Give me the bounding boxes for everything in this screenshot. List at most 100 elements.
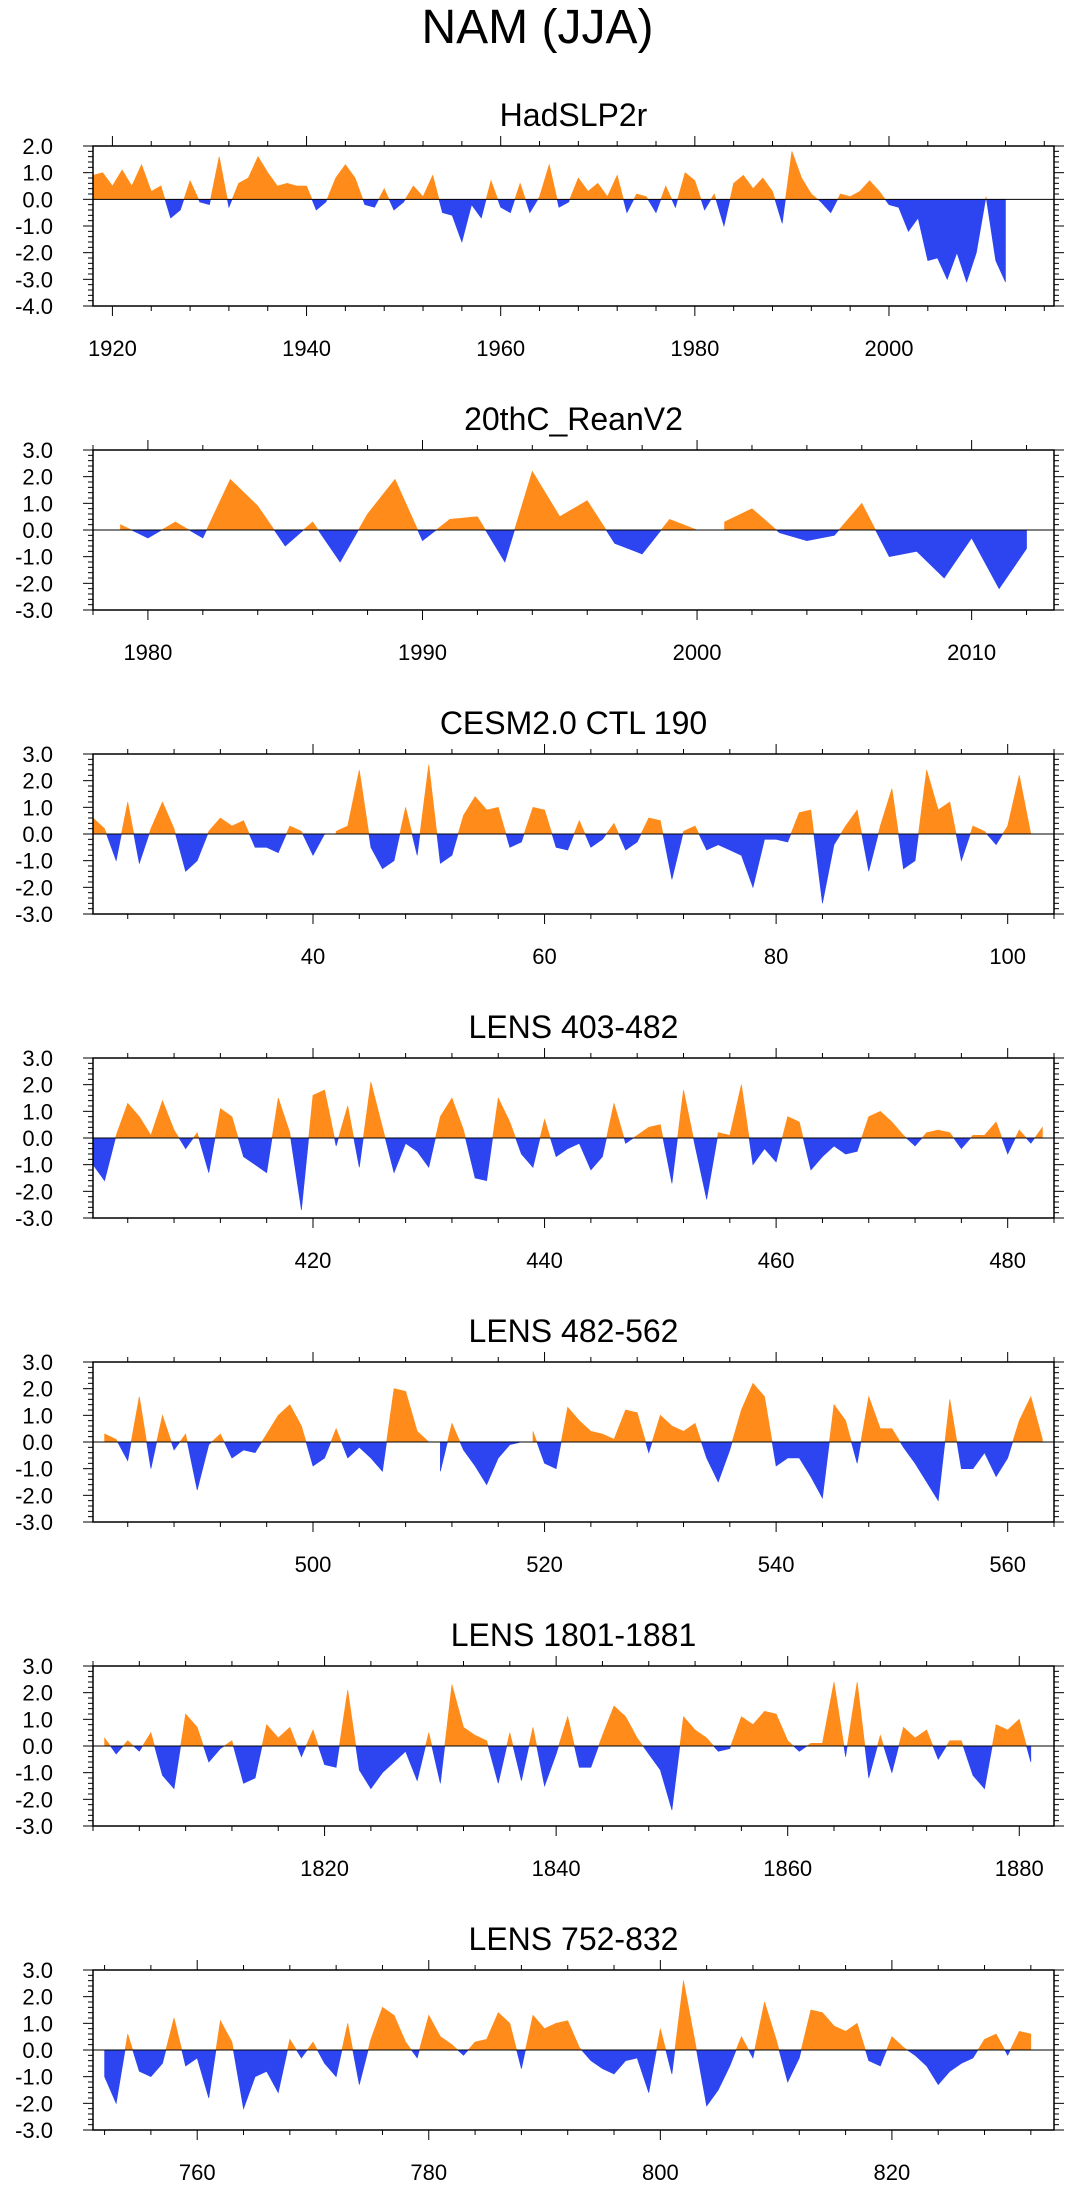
positive-area bbox=[399, 807, 413, 835]
negative-area bbox=[665, 2049, 676, 2075]
negative-area bbox=[154, 1745, 182, 1790]
positive-area bbox=[560, 1406, 647, 1443]
negative-area bbox=[133, 833, 150, 865]
negative-area bbox=[388, 199, 406, 211]
positive-area bbox=[104, 1737, 111, 1747]
negative-area bbox=[456, 2049, 469, 2056]
positive-area bbox=[730, 1710, 795, 1747]
negative-area bbox=[223, 1441, 263, 1459]
positive-area bbox=[633, 193, 649, 200]
positive-area bbox=[640, 817, 664, 835]
negative-area bbox=[816, 199, 839, 214]
positive-area bbox=[341, 2023, 354, 2051]
negative-area bbox=[132, 2049, 167, 2078]
positive-area bbox=[210, 156, 228, 200]
positive-area bbox=[729, 174, 776, 200]
x-tick-label: 1980 bbox=[670, 336, 719, 361]
negative-area bbox=[175, 833, 209, 872]
positive-area bbox=[506, 1732, 514, 1747]
negative-area bbox=[164, 199, 185, 219]
y-tick-label: -3.0 bbox=[15, 1814, 53, 1839]
panel-title: LENS 403-482 bbox=[469, 1009, 679, 1045]
negative-area bbox=[712, 1745, 732, 1752]
y-tick-label: -2.0 bbox=[15, 571, 53, 596]
negative-area bbox=[813, 833, 842, 904]
positive-area bbox=[485, 179, 499, 200]
negative-area bbox=[104, 2049, 126, 2105]
positive-area bbox=[124, 2033, 134, 2051]
negative-area bbox=[1026, 1745, 1032, 1763]
negative-area bbox=[898, 833, 919, 870]
positive-area bbox=[231, 156, 313, 200]
positive-area bbox=[104, 1433, 119, 1443]
negative-area bbox=[198, 1137, 216, 1173]
positive-area bbox=[435, 1097, 466, 1139]
y-tick-label: -1.0 bbox=[15, 849, 53, 874]
negative-area bbox=[132, 1745, 144, 1752]
positive-area bbox=[944, 1399, 958, 1443]
positive-area bbox=[754, 2001, 780, 2051]
negative-area bbox=[273, 529, 305, 547]
x-tick-label: 540 bbox=[758, 1552, 795, 1577]
positive-area bbox=[651, 1414, 702, 1443]
x-tick-label: 800 bbox=[642, 2160, 679, 2185]
negative-area bbox=[645, 1441, 653, 1454]
positive-area bbox=[121, 801, 135, 835]
x-tick-label: 60 bbox=[532, 944, 556, 969]
positive-area bbox=[492, 1096, 517, 1139]
negative-area bbox=[317, 1745, 340, 1768]
x-tick-label: 1840 bbox=[532, 1856, 581, 1881]
negative-area bbox=[355, 1745, 426, 1790]
x-tick-label: 40 bbox=[301, 944, 325, 969]
positive-area bbox=[785, 151, 819, 200]
positive-area bbox=[991, 1718, 1027, 1747]
positive-area bbox=[92, 163, 166, 200]
negative-area bbox=[700, 199, 712, 211]
positive-area bbox=[338, 1105, 355, 1139]
negative-area bbox=[512, 1745, 530, 1781]
panel-4: LENS 403-482 3.02.01.00.0-1.0-2.0-3.0 420 4… bbox=[15, 1009, 1064, 1273]
positive-area bbox=[679, 1715, 715, 1747]
positive-area bbox=[285, 825, 304, 835]
positive-area bbox=[223, 1740, 234, 1747]
negative-area bbox=[384, 1137, 436, 1174]
negative-area bbox=[551, 833, 575, 851]
positive-area bbox=[558, 1715, 575, 1747]
positive-area bbox=[877, 1734, 885, 1747]
y-tick-label: 0.0 bbox=[22, 518, 53, 543]
x-tick-label: 780 bbox=[410, 2160, 447, 2185]
y-tick-label: -3.0 bbox=[15, 1510, 53, 1535]
negative-area bbox=[198, 199, 211, 206]
negative-area bbox=[106, 833, 122, 862]
negative-area bbox=[774, 199, 786, 224]
positive-area bbox=[120, 524, 132, 531]
negative-area bbox=[906, 2049, 979, 2086]
negative-area bbox=[131, 529, 163, 539]
negative-area bbox=[290, 1137, 310, 1211]
positive-area bbox=[790, 809, 815, 835]
positive-area bbox=[525, 2014, 583, 2051]
negative-area bbox=[584, 833, 607, 848]
positive-area bbox=[724, 508, 778, 531]
positive-area bbox=[214, 1108, 239, 1139]
negative-area bbox=[438, 199, 487, 244]
positive-area bbox=[898, 1726, 934, 1747]
y-tick-label: 2.0 bbox=[22, 1377, 53, 1402]
positive-area bbox=[306, 2041, 318, 2051]
positive-area bbox=[180, 1713, 204, 1747]
negative-area bbox=[850, 1441, 862, 1464]
negative-area bbox=[884, 199, 986, 283]
x-tick-label: 1860 bbox=[763, 1856, 812, 1881]
panel-3: CESM2.0 CTL 190 3.02.01.00.0-1.0-2.0-3.0 4… bbox=[15, 705, 1064, 969]
positive-area bbox=[569, 174, 624, 200]
y-tick-label: 2.0 bbox=[22, 769, 53, 794]
negative-area bbox=[662, 833, 684, 880]
positive-area bbox=[800, 2009, 866, 2051]
x-tick-label: 440 bbox=[526, 1248, 563, 1273]
positive-area bbox=[386, 1388, 430, 1443]
negative-area bbox=[302, 833, 326, 856]
positive-area bbox=[148, 801, 176, 835]
positive-area bbox=[215, 2019, 234, 2051]
positive-area bbox=[160, 521, 191, 531]
y-tick-label: 3.0 bbox=[22, 1654, 53, 1679]
